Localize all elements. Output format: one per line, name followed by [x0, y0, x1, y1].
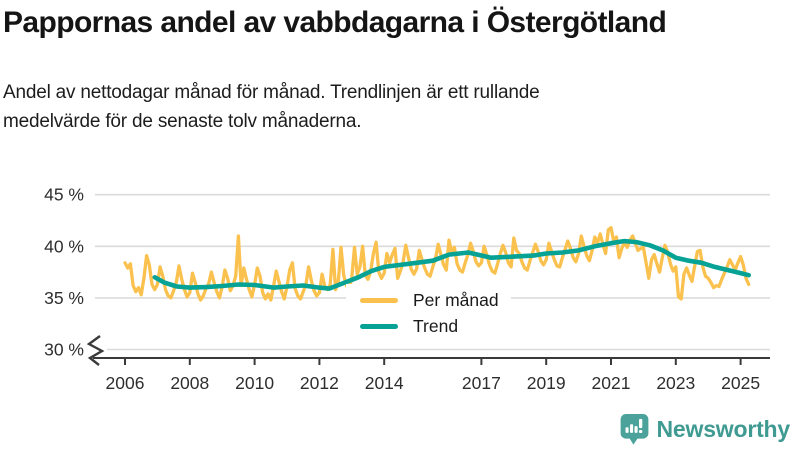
x-tick-label: 2010 [235, 373, 274, 393]
trend-line-swatch-icon [360, 323, 398, 329]
page-title: Pappornas andel av vabbdagarna i Östergö… [3, 6, 667, 39]
trend-series-line [152, 238, 752, 291]
x-tick-label: 2019 [527, 373, 566, 393]
legend-label-trend: Trend [413, 315, 459, 336]
axis-break-icon [86, 335, 105, 366]
newsworthy-chart-bubble-icon [620, 414, 648, 445]
x-tick-label: 2012 [300, 373, 339, 393]
x-tick-label: 2014 [365, 373, 404, 393]
x-tick-label: 2021 [592, 373, 631, 393]
y-tick-label: 35 % [44, 288, 84, 308]
x-tick-label: 2023 [656, 373, 695, 393]
x-tick-label: 2025 [721, 373, 760, 393]
y-tick-label: 45 % [44, 185, 84, 205]
legend-item-trend: Trend [360, 313, 499, 339]
newsworthy-brand: Newsworthy [620, 414, 790, 445]
chart-legend: Per månad Trend [346, 284, 511, 344]
x-tick-label: 2006 [106, 373, 145, 393]
y-tick-label: 30 % [44, 340, 84, 360]
chart-subtitle: Andel av nettodagar månad för månad. Tre… [3, 82, 540, 132]
legend-label-monthly: Per månad [413, 289, 499, 310]
x-tick-label: 2017 [462, 373, 501, 393]
x-tick-label: 2008 [170, 373, 209, 393]
y-tick-label: 40 % [44, 236, 84, 256]
monthly-line-swatch-icon [360, 297, 398, 303]
brand-name: Newsworthy [656, 416, 791, 442]
legend-item-monthly: Per månad [360, 287, 499, 313]
